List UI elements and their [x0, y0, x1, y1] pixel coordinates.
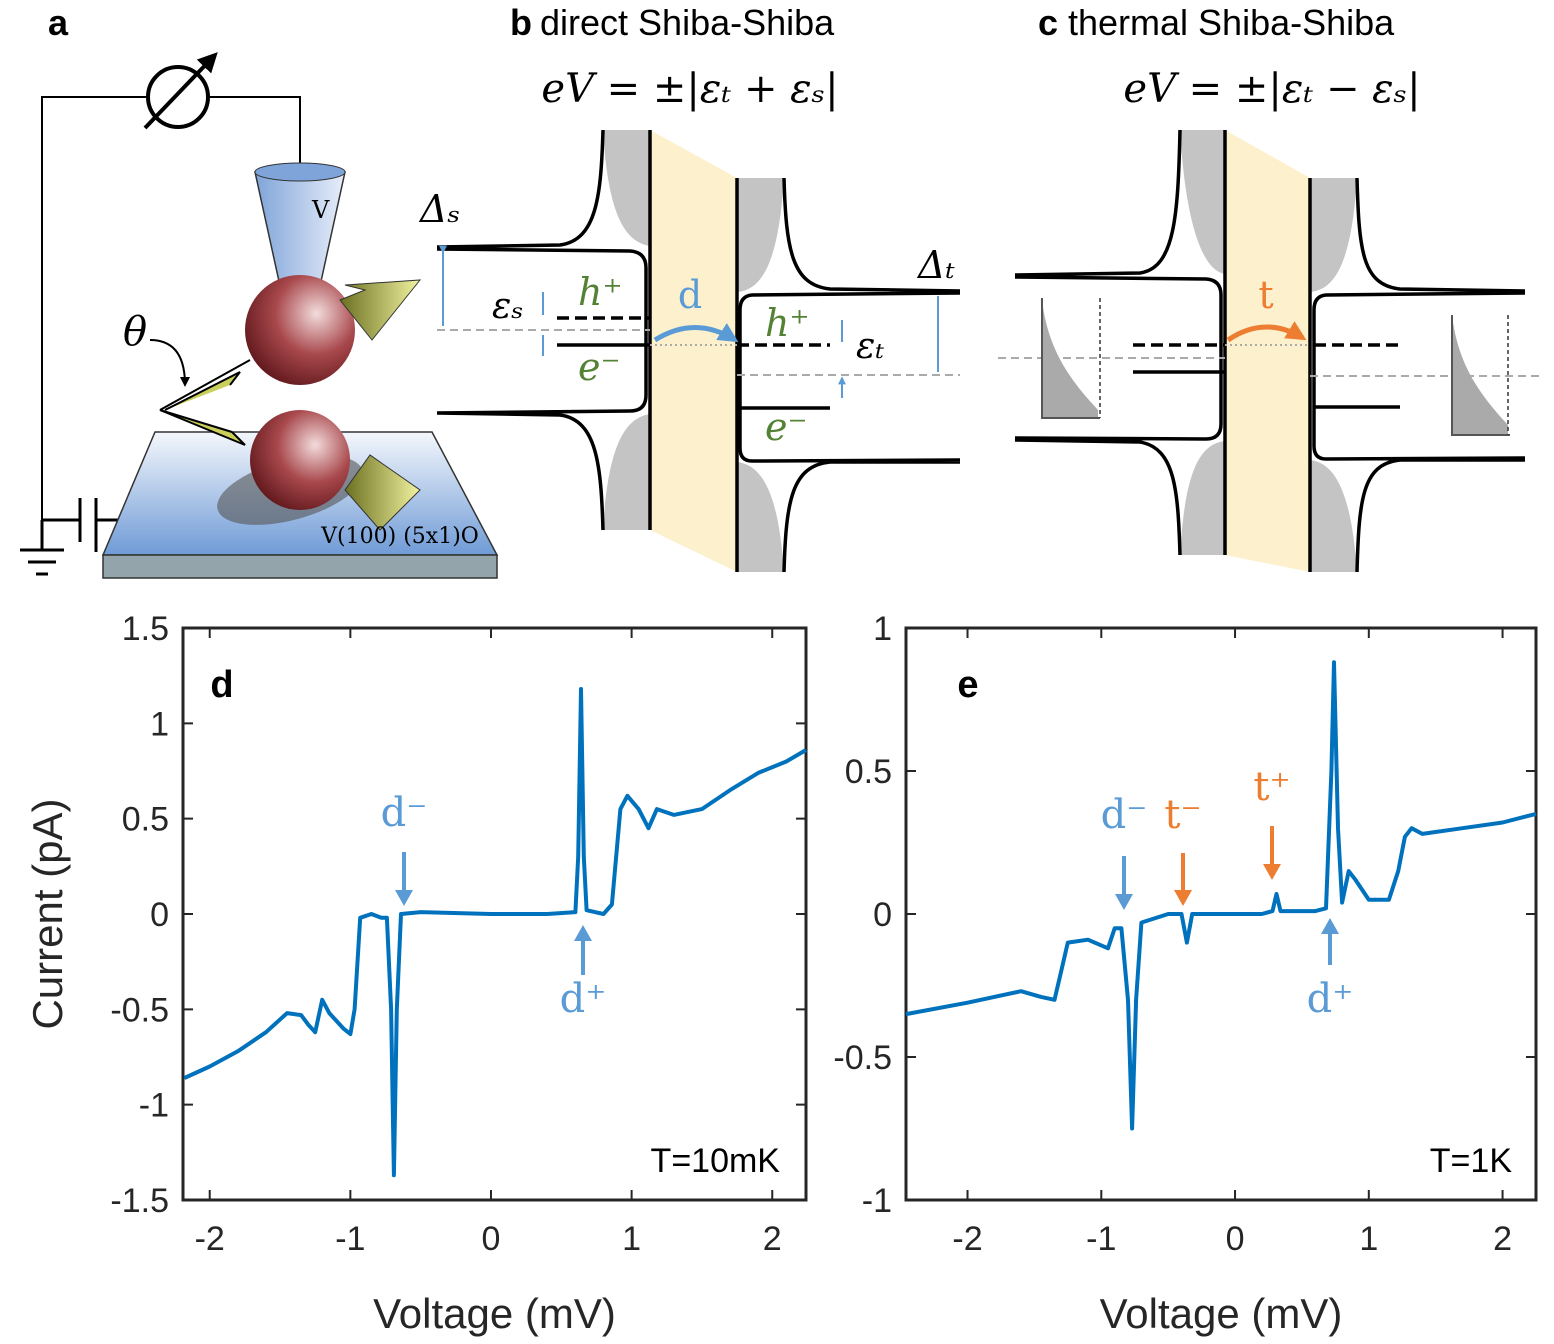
barrier: [1225, 130, 1310, 572]
level-label: h⁺: [765, 301, 810, 345]
panel-title: direct Shiba-Shiba: [540, 2, 835, 43]
gap-label: Δₛ: [418, 187, 460, 231]
y-tick-label: -0.5: [833, 1039, 892, 1077]
y-tick-label: -1.5: [110, 1182, 169, 1220]
x-tick-label: 2: [763, 1220, 782, 1258]
tip-label: V: [311, 196, 330, 224]
angle-lines: [159, 359, 251, 433]
annotation-arrow-head: [1321, 918, 1339, 934]
meter-needle: [143, 52, 218, 130]
level-label: εₜ: [856, 326, 884, 367]
data-line: [183, 687, 808, 1178]
dos-fill: [603, 130, 650, 530]
y-tick-label: -1: [139, 1087, 169, 1125]
angle-label: θ: [123, 309, 147, 355]
x-axis-label: Voltage (mV): [373, 1290, 616, 1337]
fermi-function: [1042, 300, 1098, 418]
panel-label: c: [1038, 2, 1058, 43]
process-label: t: [1258, 273, 1273, 317]
annotation-arrow-head: [395, 890, 413, 906]
spin: [164, 371, 241, 411]
x-tick-label: -2: [195, 1220, 225, 1258]
annotation-arrow-head: [1115, 894, 1133, 910]
substrate-side: [102, 554, 498, 579]
y-tick-label: 0: [150, 896, 169, 934]
fermi-axes: [1451, 315, 1510, 436]
y-tick-label: 1: [873, 610, 892, 648]
panel-label: e: [957, 664, 978, 706]
dos-curve: [1014, 129, 1223, 556]
annotation: t⁻: [1164, 792, 1201, 838]
annotation: d⁻: [1101, 792, 1148, 838]
ground: [20, 498, 130, 576]
y-tick-label: 0: [873, 896, 892, 934]
panel-c: c thermal Shiba-Shiba eV = ±|εₜ − εₛ| t: [998, 2, 1540, 573]
level-label: e⁻: [578, 345, 621, 389]
y-tick-label: 0.5: [122, 801, 169, 839]
x-tick-label: 1: [622, 1220, 641, 1258]
equation: eV = ±|εₜ − εₛ|: [1123, 66, 1420, 112]
dos-fill: [1310, 178, 1357, 572]
spin: [159, 409, 246, 446]
panel-b: b direct Shiba-Shiba eV = ±|εₜ + εₛ| Δₛ …: [418, 2, 961, 573]
angle-arrow: [149, 339, 190, 387]
x-tick-label: -1: [1086, 1220, 1116, 1258]
surface-label: V(100) (5x1)O: [320, 524, 479, 549]
barrier: [650, 130, 737, 572]
tunnel-arrow: [1226, 321, 1307, 343]
panel-a: a V θ V(100) (5x1)O: [20, 2, 499, 579]
wire: [41, 96, 301, 520]
y-axis-label: Current (pA): [24, 798, 71, 1029]
note: T=10mK: [651, 1142, 781, 1180]
x-tick-label: -1: [335, 1220, 365, 1258]
spin-cone: [344, 454, 421, 531]
atom: [250, 410, 350, 510]
annotation: d⁺: [560, 976, 607, 1022]
x-axis-label: Voltage (mV): [1100, 1290, 1343, 1337]
panel-label: a: [48, 2, 69, 43]
annotation: d⁺: [1307, 976, 1354, 1022]
spin-cone: [339, 279, 422, 341]
y-tick-label: 1: [150, 705, 169, 743]
x-tick-label: 2: [1493, 1220, 1512, 1258]
annotation: t⁺: [1253, 764, 1290, 810]
note: T=1K: [1430, 1142, 1513, 1180]
y-tick-label: 1.5: [122, 610, 169, 648]
annotation-arrow-head: [1263, 864, 1281, 880]
fermi-axes: [1041, 298, 1100, 419]
process-label: d: [678, 273, 702, 317]
panel-label: d: [210, 664, 233, 706]
annotation-arrow-head: [1174, 890, 1192, 906]
annotation-arrow-head: [574, 925, 592, 941]
annotation: d⁻: [381, 790, 428, 836]
atom: [245, 275, 355, 385]
x-tick-label: -2: [952, 1220, 982, 1258]
x-tick-label: 1: [1359, 1220, 1378, 1258]
tip-top: [254, 162, 346, 182]
panel-title: thermal Shiba-Shiba: [1068, 2, 1395, 43]
level-label: εₛ: [492, 286, 523, 327]
y-tick-label: -1: [862, 1182, 892, 1220]
data-line: [905, 660, 1537, 1131]
level-label: e⁻: [765, 405, 808, 449]
tunnel-arrow: [653, 323, 739, 343]
x-tick-label: 0: [482, 1220, 501, 1258]
y-tick-label: -0.5: [110, 991, 169, 1029]
y-tick-label: 0.5: [845, 753, 892, 791]
x-tick-label: 0: [1226, 1220, 1245, 1258]
fermi-function: [1452, 315, 1508, 435]
equation: eV = ±|εₜ + εₛ|: [541, 66, 838, 112]
dos-fill: [1180, 130, 1225, 555]
panel-label: b: [510, 2, 532, 43]
gap-arrow: [443, 252, 939, 398]
level-label: h⁺: [578, 270, 623, 314]
dos-curve: [1312, 177, 1526, 573]
gap-label: Δₜ: [916, 243, 955, 287]
